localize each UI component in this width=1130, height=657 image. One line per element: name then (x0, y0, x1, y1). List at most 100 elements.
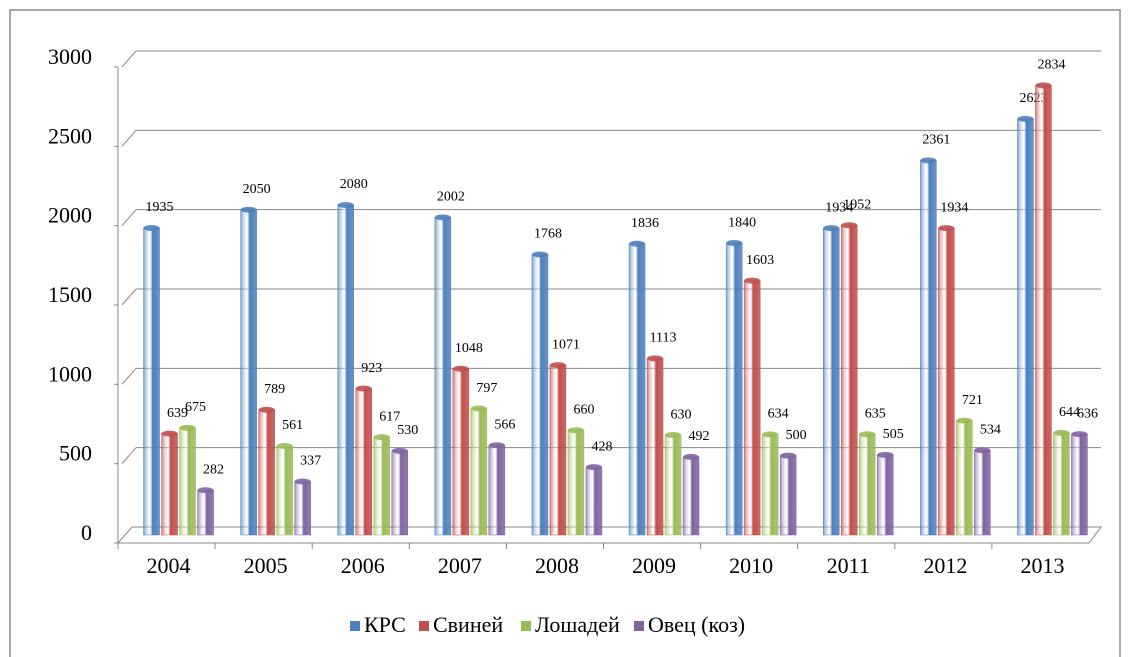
value-label: 636 (1077, 406, 1098, 421)
bar-top (823, 225, 840, 232)
value-label: 639 (167, 406, 188, 421)
bar (779, 455, 797, 536)
value-label: 1952 (843, 198, 871, 213)
value-label: 428 (591, 439, 612, 454)
bar-top (1071, 431, 1088, 438)
bar-top (549, 362, 566, 369)
bar (391, 450, 408, 536)
bar-top (355, 385, 372, 392)
bar-top (337, 201, 354, 208)
bar (1017, 118, 1034, 536)
bar (725, 242, 743, 536)
bar-top (240, 206, 257, 213)
grid-line (121, 288, 137, 306)
bar-top (391, 447, 408, 454)
value-label: 2050 (243, 182, 271, 197)
grid-line (121, 209, 137, 226)
bar (646, 358, 664, 536)
bar (143, 227, 160, 536)
value-label: 635 (865, 406, 886, 421)
value-label: 1603 (746, 253, 774, 268)
grid-line (121, 130, 137, 147)
bar (877, 454, 894, 536)
value-label: 2361 (922, 133, 950, 148)
bar (434, 217, 452, 536)
x-tick-label: 2013 (1020, 553, 1064, 578)
bar-top (647, 355, 664, 362)
grid-line (121, 368, 137, 385)
bar-top (1035, 82, 1052, 89)
bar-top (859, 431, 876, 438)
legend-label: КРС (364, 612, 406, 637)
value-label: 660 (573, 402, 594, 417)
x-tick-label: 2007 (438, 553, 482, 578)
bar (956, 420, 973, 536)
bar (682, 456, 700, 536)
bar (974, 450, 991, 536)
bar-top (877, 451, 894, 458)
bar (373, 436, 390, 536)
value-label: 1934 (825, 200, 853, 215)
legend-label: Свиней (433, 612, 503, 637)
legend-swatch (419, 621, 429, 631)
value-label: 1113 (650, 331, 677, 346)
value-label: 721 (962, 393, 983, 408)
legend-swatch (521, 621, 531, 631)
x-tick-label: 2005 (244, 553, 288, 578)
value-label: 789 (264, 382, 285, 397)
bar (294, 481, 311, 536)
bar (743, 280, 761, 536)
value-label: 923 (361, 361, 382, 376)
legend-swatch (634, 621, 644, 631)
bar-top (683, 453, 700, 460)
bar-top (531, 251, 548, 258)
bar (585, 466, 603, 536)
bar (841, 225, 858, 536)
value-label: 1934 (940, 200, 968, 215)
y-tick-label: 3000 (48, 44, 92, 69)
value-label: 617 (379, 409, 400, 424)
bar-top (488, 442, 505, 449)
y-tick-label: 1000 (48, 361, 92, 386)
bar (1071, 433, 1088, 536)
bar-top (470, 405, 487, 412)
y-tick-label: 1500 (48, 282, 92, 307)
value-label: 534 (980, 422, 1001, 437)
bar (761, 434, 779, 536)
value-label: 634 (768, 407, 789, 422)
bar (549, 364, 567, 536)
x-tick-label: 2011 (827, 553, 870, 578)
bar-top (744, 277, 761, 284)
value-label: 566 (494, 417, 515, 432)
bar-top (567, 427, 584, 434)
legend-label: Овец (коз) (648, 612, 745, 637)
value-label: 492 (689, 429, 710, 444)
value-label: 561 (282, 418, 303, 433)
bar (197, 490, 214, 536)
bar-top (956, 417, 973, 424)
value-label: 1935 (146, 200, 174, 215)
bar-top (161, 430, 178, 437)
bar-top (974, 447, 991, 454)
value-label: 1768 (534, 227, 562, 242)
value-label: 337 (300, 454, 321, 469)
bar-top (373, 434, 390, 441)
grid-line (121, 50, 137, 68)
bar-top (780, 452, 797, 459)
bar-top (841, 222, 858, 229)
value-label: 2080 (340, 177, 368, 192)
x-tick-label: 2004 (147, 553, 191, 578)
value-label: 644 (1059, 405, 1080, 420)
bar (276, 445, 293, 536)
bar (1053, 432, 1070, 536)
bar-top (920, 157, 937, 164)
bar (567, 430, 585, 536)
bar-top (665, 432, 682, 439)
value-label: 2834 (1037, 58, 1065, 73)
bar-top (179, 424, 196, 431)
legend-label: Лошадей (535, 612, 620, 637)
bar (664, 434, 682, 536)
bar-top (434, 214, 451, 221)
bar-top (276, 442, 293, 449)
